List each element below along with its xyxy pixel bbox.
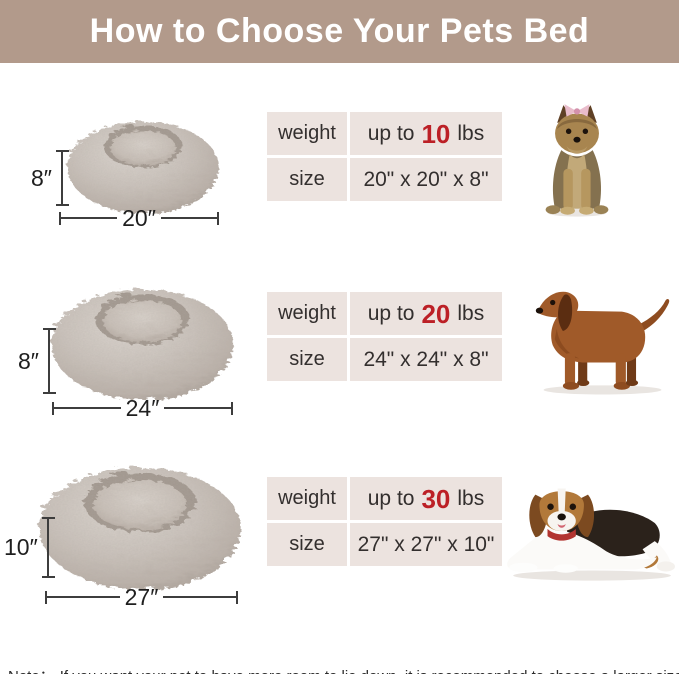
width-dimension-label: 27″ <box>124 583 159 610</box>
size-row-label: size <box>267 158 347 201</box>
weight-row-value: up to 30 lbs <box>350 477 502 520</box>
dachshund-photo <box>535 291 670 395</box>
height-dimension: 10″ <box>4 517 55 578</box>
height-dimension-line <box>55 150 69 206</box>
large-bed-illustration <box>37 466 240 588</box>
width-dimension-label: 24″ <box>125 394 160 421</box>
weight-row-label: weight <box>267 292 347 335</box>
height-dimension-label: 8″ <box>31 164 52 191</box>
weight-row-label: weight <box>267 477 347 520</box>
weight-row-label: weight <box>267 112 347 155</box>
size-row-value: 20" x 20" x 8" <box>350 158 502 201</box>
red-collar <box>547 529 576 541</box>
footnote-label: Note： <box>8 668 55 674</box>
medium-spec-table: weight up to 20 lbs size 24" x 24" x 8" <box>267 292 502 381</box>
width-dimension-label: 20″ <box>122 204 156 231</box>
weight-row-value: up to 20 lbs <box>350 292 502 335</box>
weight-limit-number: 20 <box>421 298 451 329</box>
height-dimension-line <box>42 328 56 394</box>
beagle-photo <box>507 488 675 581</box>
width-dimension: 24″ <box>52 394 234 421</box>
pink-bow <box>564 104 590 117</box>
medium-bed-illustration <box>50 287 232 399</box>
weight-row-value: up to 10 lbs <box>350 112 502 155</box>
footnote: Note： If you want your pet to have more r… <box>8 665 679 674</box>
small-bed-illustration <box>66 120 218 213</box>
size-row-label: size <box>267 523 347 566</box>
height-dimension: 8″ <box>18 328 56 394</box>
width-dimension: 20″ <box>59 204 220 231</box>
small-spec-table: weight up to 10 lbs size 20" x 20" x 8" <box>267 112 502 201</box>
size-row-value: 24" x 24" x 8" <box>350 338 502 381</box>
height-dimension: 8″ <box>31 150 69 206</box>
page-title: How to Choose Your Pets Bed <box>89 12 590 50</box>
width-dimension: 27″ <box>45 583 239 610</box>
size-row-value: 27" x 27" x 10" <box>350 523 502 566</box>
height-dimension-label: 8″ <box>18 347 39 374</box>
header-banner: How to Choose Your Pets Bed <box>0 0 679 63</box>
weight-limit-number: 30 <box>421 483 451 514</box>
dog-ear <box>558 294 573 331</box>
height-dimension-label: 10″ <box>4 534 38 560</box>
size-row-label: size <box>267 338 347 381</box>
footnote-text: If you want your pet to have more room t… <box>60 668 679 674</box>
yorkshire-terrier-photo <box>545 104 609 217</box>
weight-limit-number: 10 <box>421 118 451 149</box>
large-spec-table: weight up to 30 lbs size 27" x 27" x 10" <box>267 477 502 566</box>
height-dimension-line <box>41 517 55 578</box>
dog-tail <box>638 298 670 332</box>
